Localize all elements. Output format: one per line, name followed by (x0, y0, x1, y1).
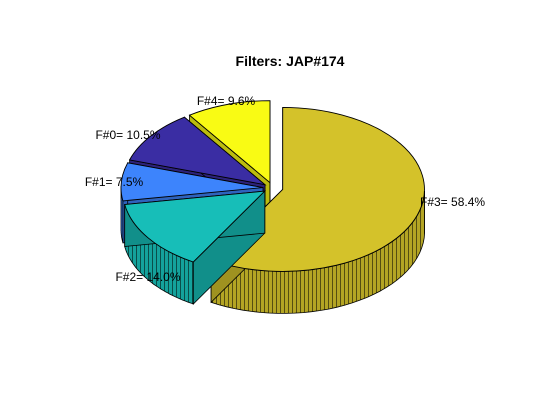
pie-slice-F2 (124, 190, 267, 305)
chart-title: Filters: JAP#174 (236, 53, 345, 69)
pie-slices (120, 100, 425, 314)
slice-label-F3: F#3= 58.4% (420, 195, 485, 209)
slice-top-face (188, 100, 271, 184)
slice-label-F1: F#1= 7.5% (85, 175, 144, 189)
slice-side-hatch (124, 204, 194, 304)
slice-top-face (120, 162, 264, 202)
slice-label-F2: F#2= 14.0% (115, 270, 180, 284)
slice-top-face (128, 116, 267, 186)
slice-side-hatch (211, 191, 425, 314)
pie-labels: F#0= 10.5% F#1= 7.5% F#2= 14.0% F#3= 58.4% F… (85, 94, 486, 284)
slice-top-face (124, 190, 267, 263)
slice-label-F4: F#4= 9.6% (197, 94, 256, 108)
slice-label-F0: F#0= 10.5% (95, 128, 160, 142)
